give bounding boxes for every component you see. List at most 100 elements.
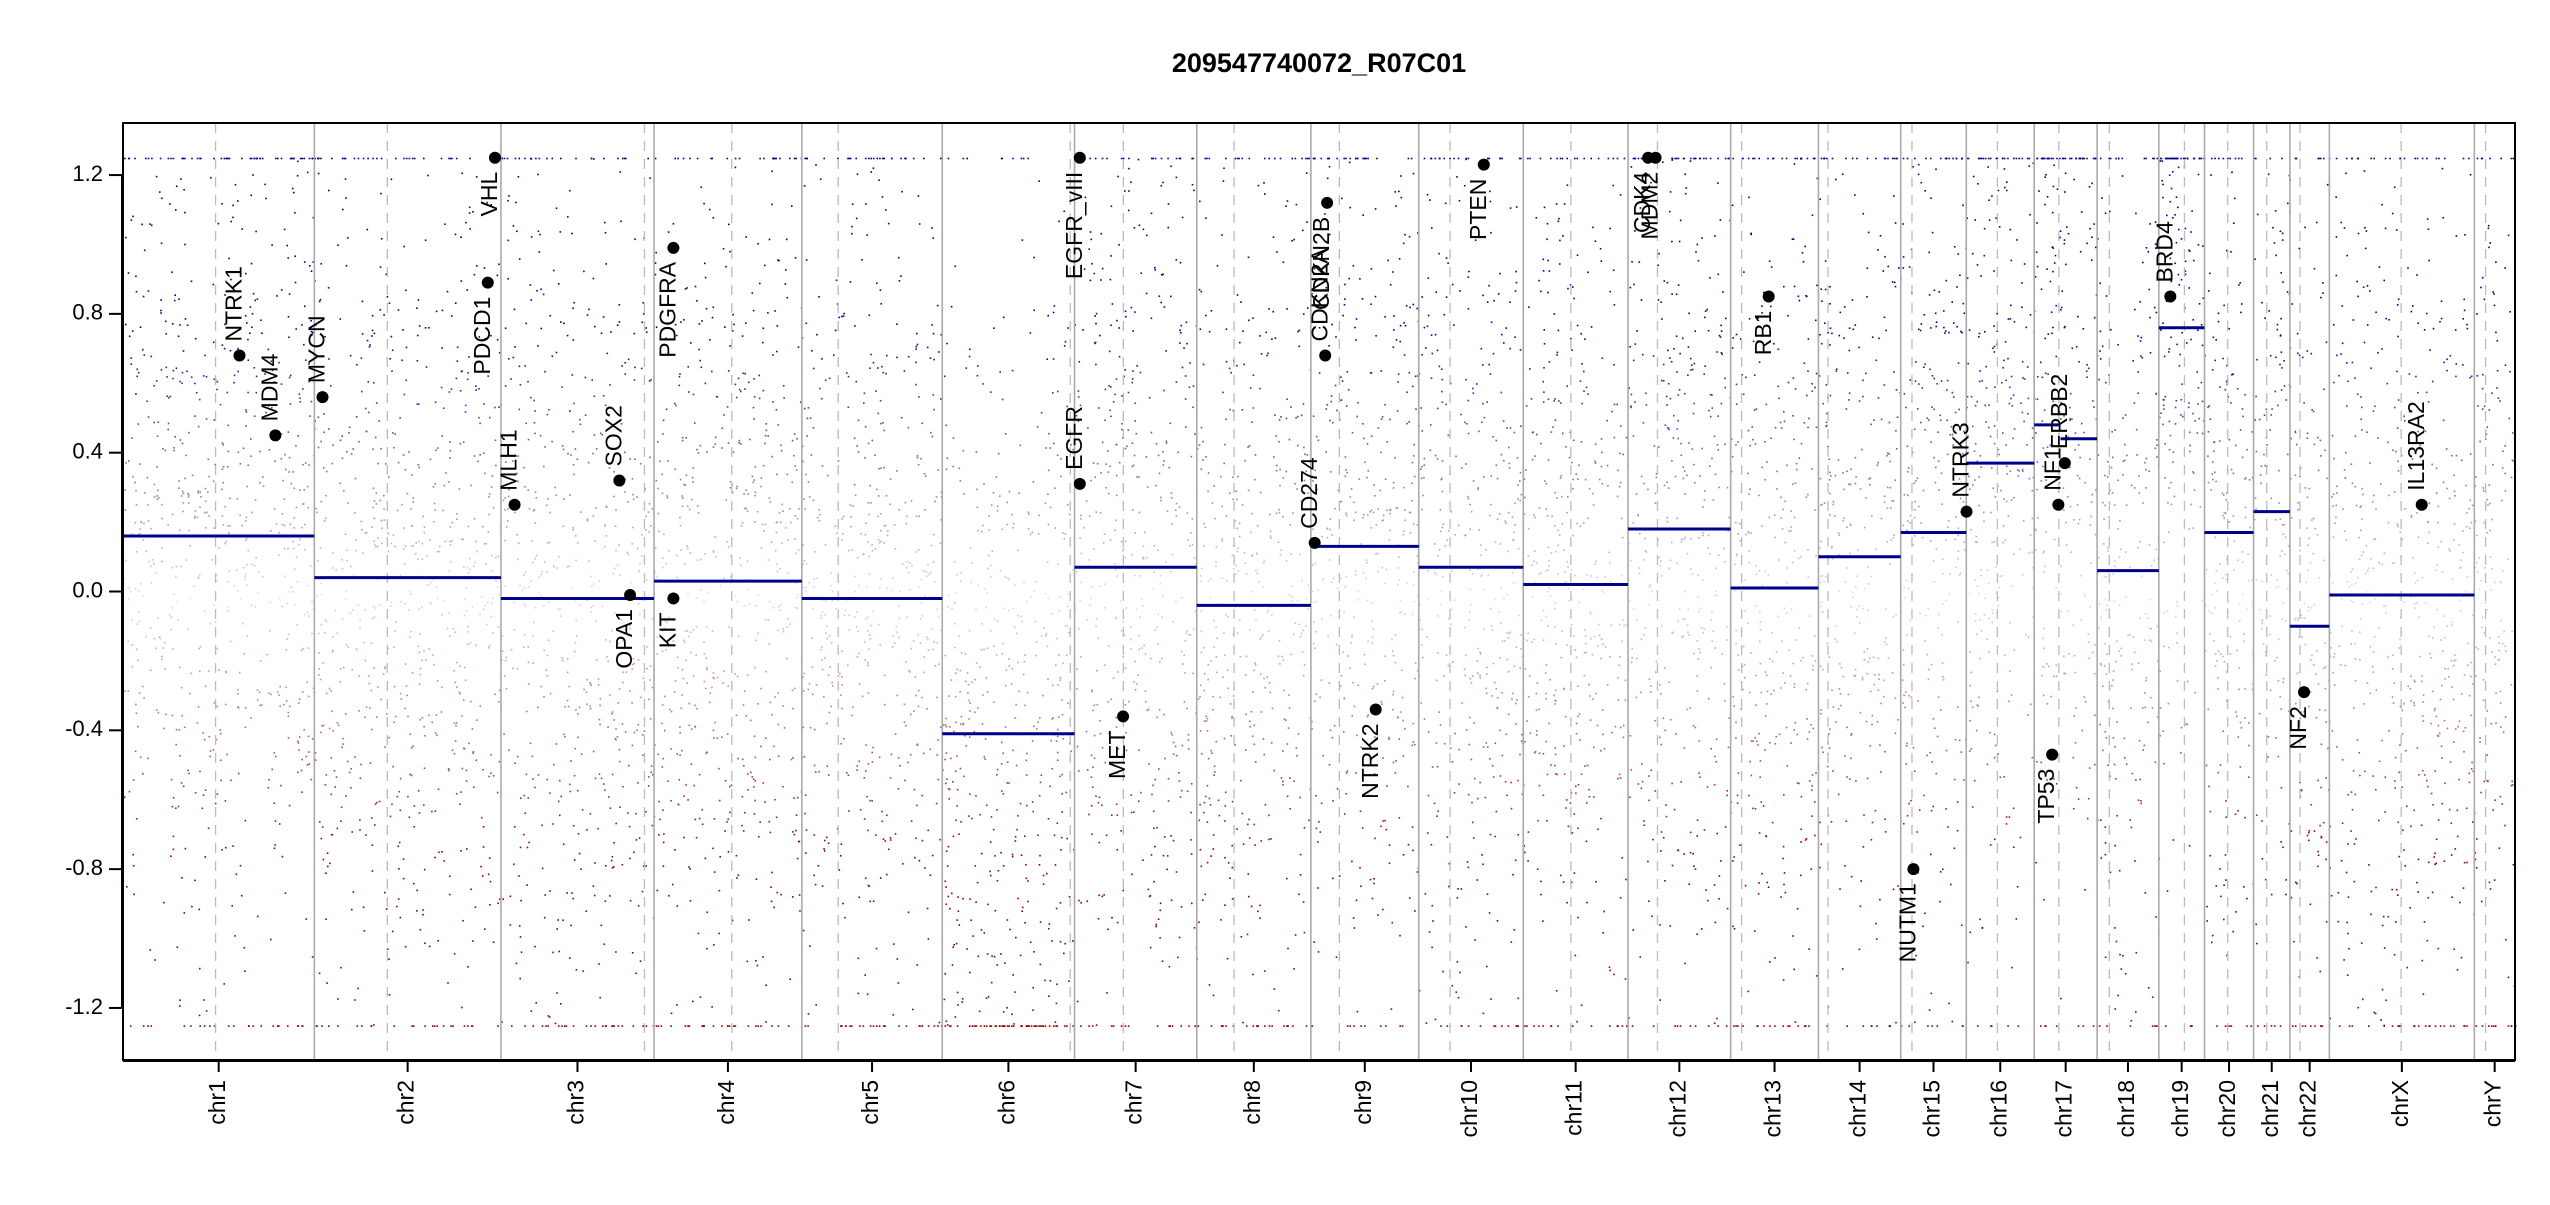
probe-point <box>877 412 880 415</box>
probe-point <box>907 572 910 574</box>
probe-point <box>1394 456 1396 459</box>
probe-point <box>1076 668 1078 670</box>
probe-point <box>599 723 601 726</box>
probe-point <box>1191 902 1193 905</box>
probe-point <box>270 360 273 363</box>
probe-point <box>368 346 371 348</box>
probe-point <box>1057 728 1059 731</box>
probe-point <box>841 315 843 318</box>
probe-point <box>667 780 669 782</box>
probe-point <box>981 723 984 725</box>
probe-point <box>1264 687 1266 689</box>
probe-point <box>229 525 231 527</box>
probe-point <box>1000 157 1003 160</box>
probe-point <box>506 526 508 528</box>
probe-point <box>614 738 617 740</box>
probe-point <box>1398 817 1401 819</box>
probe-point <box>802 563 804 566</box>
probe-point <box>549 511 551 514</box>
probe-point <box>955 770 957 773</box>
probe-point <box>579 418 581 421</box>
probe-point <box>629 857 631 860</box>
probe-point <box>187 502 190 504</box>
probe-point <box>727 1025 729 1027</box>
probe-point <box>1343 813 1346 815</box>
probe-point <box>171 714 174 717</box>
probe-point <box>468 356 470 358</box>
probe-point <box>624 373 626 375</box>
probe-point <box>1046 645 1049 648</box>
probe-point <box>532 662 534 664</box>
probe-point <box>1053 834 1056 837</box>
probe-point <box>924 595 926 597</box>
probe-point <box>683 319 685 321</box>
probe-point <box>544 370 546 373</box>
probe-point <box>454 740 457 742</box>
probe-point <box>946 778 948 780</box>
probe-point <box>1061 699 1063 701</box>
probe-point <box>175 743 177 746</box>
probe-point <box>1247 489 1250 492</box>
probe-point <box>714 536 716 538</box>
probe-point <box>571 232 573 235</box>
probe-point <box>1287 1025 1289 1027</box>
probe-point <box>990 981 993 984</box>
probe-point <box>945 782 947 785</box>
probe-point <box>173 299 176 302</box>
probe-point <box>739 557 741 559</box>
probe-point <box>1229 877 1231 879</box>
probe-point <box>1180 789 1183 792</box>
probe-point <box>1010 683 1013 685</box>
probe-point <box>138 533 141 535</box>
probe-point <box>1033 309 1035 312</box>
probe-point <box>1122 889 1124 892</box>
probe-point <box>439 545 441 548</box>
probe-point <box>1185 426 1187 428</box>
probe-point <box>676 576 678 579</box>
probe-point <box>129 590 132 593</box>
probe-point <box>1360 746 1362 749</box>
probe-point <box>1048 995 1050 997</box>
probe-point <box>545 1025 547 1027</box>
probe-point <box>1115 726 1118 728</box>
probe-point <box>1415 408 1417 410</box>
probe-point <box>997 869 1000 872</box>
probe-point <box>1274 337 1277 339</box>
probe-point <box>181 157 184 160</box>
probe-point <box>1043 627 1045 629</box>
probe-point <box>1268 1025 1271 1027</box>
probe-point <box>806 435 808 437</box>
probe-point <box>300 769 303 772</box>
probe-point <box>150 355 153 358</box>
probe-point <box>1025 863 1027 866</box>
probe-point <box>328 428 330 430</box>
probe-point <box>775 531 778 534</box>
probe-point <box>784 283 787 285</box>
probe-point <box>962 157 965 160</box>
probe-point <box>1165 561 1167 564</box>
probe-point <box>512 356 515 359</box>
probe-point <box>1354 570 1357 572</box>
probe-point <box>935 496 938 498</box>
probe-point <box>908 669 910 672</box>
probe-point <box>572 1025 575 1027</box>
probe-point <box>754 799 756 802</box>
probe-point <box>355 416 358 418</box>
probe-point <box>1345 585 1347 587</box>
probe-point <box>1215 546 1218 548</box>
probe-point <box>308 363 310 365</box>
probe-point <box>461 172 463 175</box>
probe-point <box>1331 736 1334 739</box>
probe-point <box>1326 404 1329 406</box>
probe-point <box>1211 502 1214 504</box>
probe-point <box>1097 801 1100 804</box>
probe-point <box>277 1025 280 1027</box>
probe-point <box>1162 450 1164 453</box>
probe-point <box>164 668 166 670</box>
probe-point <box>1175 259 1178 261</box>
probe-point <box>1345 512 1347 515</box>
probe-point <box>697 512 700 514</box>
probe-point <box>194 792 197 794</box>
probe-point <box>1059 775 1061 778</box>
probe-point <box>1155 443 1158 445</box>
